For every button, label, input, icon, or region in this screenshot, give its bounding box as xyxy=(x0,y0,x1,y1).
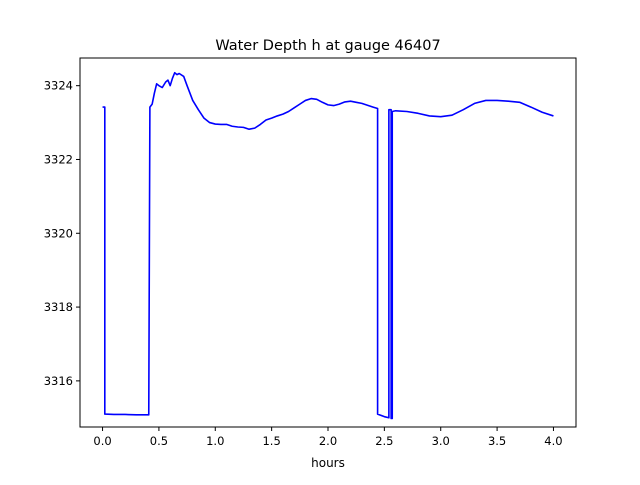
y-tick-label: 3322 xyxy=(44,152,73,166)
chart-title: Water Depth h at gauge 46407 xyxy=(215,38,440,54)
x-tick-label: 3.5 xyxy=(488,434,506,448)
x-axis-label: hours xyxy=(311,456,345,470)
x-tick-label: 0.0 xyxy=(93,434,111,448)
y-axis: 3316 3318 3320 3322 3324 xyxy=(44,79,80,388)
y-tick-label: 3324 xyxy=(44,79,73,93)
x-tick-label: 1.0 xyxy=(206,434,224,448)
x-tick-label: 1.5 xyxy=(262,434,280,448)
x-tick-label: 3.0 xyxy=(432,434,450,448)
y-tick-label: 3318 xyxy=(44,300,73,314)
y-tick-label: 3316 xyxy=(44,374,73,388)
y-tick-label: 3320 xyxy=(44,226,73,240)
x-tick-label: 2.0 xyxy=(319,434,337,448)
x-axis: 0.0 0.5 1.0 1.5 2.0 2.5 3.0 3.5 4.0 xyxy=(93,427,563,448)
x-tick-label: 2.5 xyxy=(375,434,393,448)
series-line-0 xyxy=(102,71,554,420)
x-tick-label: 4.0 xyxy=(544,434,562,448)
x-tick-label: 0.5 xyxy=(150,434,168,448)
